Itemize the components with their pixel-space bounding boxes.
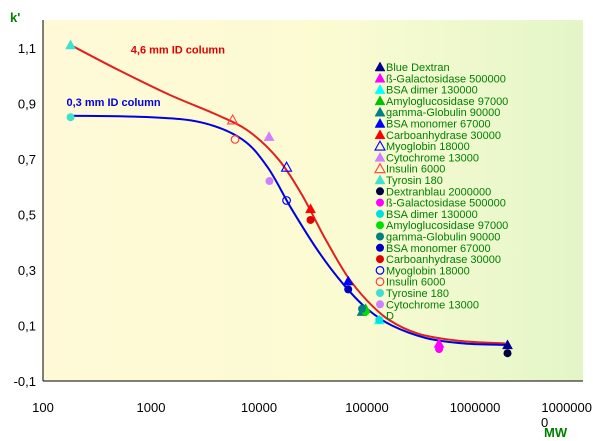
x-tick-label: 10000 [241,400,277,415]
legend-label-1-0: Dextranblau 2000000 [386,186,491,198]
legend-marker-1-7 [375,266,385,275]
legend-marker-1-5 [376,243,384,252]
y-tick-label: 0,5 [18,207,36,222]
legend-label-0-8: Cytochrome 13000 [386,152,479,164]
x-tick-label: 1000000 [541,400,592,415]
legend-marker-1-4 [376,232,384,241]
annotation-4-6mm: 4,6 mm ID column [131,44,225,56]
legend-marker-0-7 [374,139,386,151]
series-1-point-9 [66,113,75,122]
legend-marker-0-9 [374,162,386,174]
series-0-point-9 [226,113,239,125]
series-1-point-10 [265,177,274,186]
legend-label-1-7: Myoglobin 18000 [386,265,470,277]
legend-marker-0-0 [374,61,386,72]
legend-marker-0-2 [374,84,386,94]
y-tick-label: 1,1 [18,41,36,56]
legend-label-0-2: BSA dimer 130000 [386,85,478,97]
series-0-point-10 [65,39,76,50]
legend-label-0-6: Carboanhydrase 30000 [386,130,501,142]
x-tick-label: 100 [32,400,54,415]
y-tick-label: 0,9 [18,96,36,111]
series-1-point-8 [230,135,240,144]
series-1-point-1 [435,345,444,354]
legend-label-1-3: Amyloglucosidase 97000 [386,220,508,232]
annotation-0-3mm: 0,3 mm ID column [66,97,160,109]
legend-marker-0-8 [374,151,386,162]
series-0-point-8 [263,131,275,141]
y-tick-labels: -0,1 0,1 0,3 0,5 0,7 0,9 1,1 [14,41,36,389]
legend-label-0-4: gamma-Globulin 90000 [386,107,500,119]
series-0-point-6 [305,203,316,214]
legend-marker-0-3 [374,95,386,106]
legend-label-0-10: Tyrosin 180 [386,175,443,187]
series-1-point-4 [358,304,367,313]
y-tick-label: -0,1 [14,374,36,389]
x-tick-extra: 0 [541,415,548,430]
legend-label-1-4: gamma-Globulin 90000 [386,232,500,244]
series-1-point-7 [282,196,291,205]
legend-label-0-9: Insulin 6000 [386,164,445,176]
fit-curves [70,44,506,346]
legend-label-0-1: ß-Galactosidase 500000 [386,73,506,85]
x-axis-title: MW [544,425,568,440]
legend-marker-1-8 [375,277,385,287]
legend-marker-1-6 [376,255,384,264]
legend-label-0-5: BSA monomer 67000 [386,119,491,131]
series-1-point-6 [306,215,315,224]
y-tick-label: 0,3 [18,263,36,278]
x-tick-label: 1000 [137,400,166,415]
legend-marker-1-0 [376,187,384,196]
legend-label-1-10: Cytochrome 13000 [386,299,479,311]
y-axis-title: k' [10,10,20,25]
legend-label-1-5: BSA monomer 67000 [386,243,491,255]
legend-marker-1-1 [376,198,384,207]
series-0-line [70,44,506,345]
legend-marker-1-2 [376,209,384,218]
legend-label-1-9: Tyrosine 180 [386,288,449,300]
legend-label-1-1: ß-Galactosidase 500000 [386,198,506,210]
legend-marker-1-9 [376,289,384,297]
legend-marker-0-6 [374,129,386,140]
series-0-point-0 [502,339,513,350]
series-0-point-7 [280,161,293,172]
y-tick-label: 0,1 [18,318,36,333]
legend-trailing: D [386,311,394,323]
legend-marker-0-4 [374,106,386,117]
data-points [65,39,513,358]
legend-marker-0-5 [374,117,386,128]
legend-label-0-0: Blue Dextran [386,62,450,74]
legend-marker-1-10 [376,300,384,309]
x-tick-labels: 100 1000 10000 100000 1000000 1000000 [32,400,592,415]
legend-label-1-2: BSA dimer 130000 [386,209,478,221]
series-1-line [70,114,506,346]
legend-label-0-7: Myoglobin 18000 [386,141,470,153]
legend-marker-0-1 [374,72,386,83]
series-0-point-5 [342,275,354,286]
legend-label-1-8: Insulin 6000 [386,277,445,289]
series-1-point-5 [344,285,353,294]
x-tick-label: 100000 [345,400,388,415]
y-tick-label: 0,7 [18,152,36,167]
legend-marker-0-10 [374,174,386,185]
series-1-point-0 [503,349,512,358]
plot-area [43,20,583,381]
series-1-point-2 [375,315,384,324]
legend-marker-1-3 [376,221,384,230]
legend-label-0-3: Amyloglucosidase 97000 [386,96,508,108]
x-tick-label: 1000000 [450,400,501,415]
legend-label-1-6: Carboanhydrase 30000 [386,254,501,266]
